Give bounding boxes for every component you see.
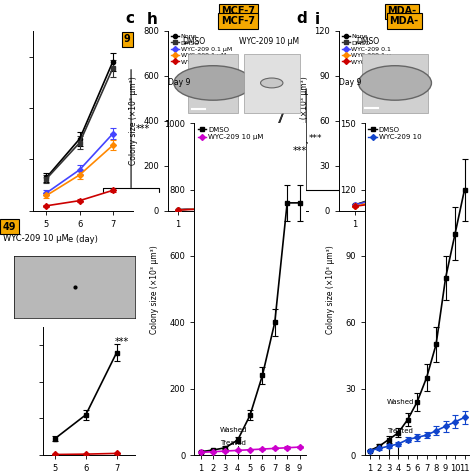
Y-axis label: Colony size (×10³ μm³): Colony size (×10³ μm³) [150, 245, 159, 334]
Y-axis label: Colony size (×10³ μm³): Colony size (×10³ μm³) [300, 76, 309, 165]
Text: Treated: Treated [220, 440, 246, 446]
Y-axis label: Colony size (×10³ μm³): Colony size (×10³ μm³) [326, 245, 335, 334]
Text: |: | [388, 446, 391, 455]
Text: WYC-209 10 μM: WYC-209 10 μM [239, 37, 299, 46]
Text: |: | [237, 447, 240, 456]
Text: Washed: Washed [220, 427, 247, 433]
Text: WYC-209 10 μM: WYC-209 10 μM [3, 235, 69, 243]
Circle shape [174, 66, 252, 100]
Text: Treated: Treated [218, 190, 246, 199]
Text: Treated: Treated [419, 176, 447, 185]
Text: ***: *** [136, 124, 150, 134]
Text: ***: *** [115, 337, 129, 347]
Text: ***: *** [292, 146, 307, 156]
Text: Day 9: Day 9 [168, 79, 191, 87]
Text: Day 9: Day 9 [339, 79, 361, 87]
Text: MDA-: MDA- [390, 16, 419, 27]
Legend: None, DMSO, WYC-209 0.1 μM, WYC-209 1 μM, WYC-209 10 μM: None, DMSO, WYC-209 0.1 μM, WYC-209 1 μM… [172, 34, 232, 64]
Y-axis label: Colony size (×10³ μm³): Colony size (×10³ μm³) [129, 76, 138, 165]
Text: c: c [126, 11, 135, 26]
X-axis label: e (day): e (day) [68, 235, 98, 244]
Circle shape [358, 66, 431, 100]
Text: MDA-: MDA- [387, 7, 416, 17]
Text: Washed: Washed [387, 399, 414, 405]
Text: i: i [315, 12, 320, 27]
X-axis label: Culture time (day): Culture time (day) [200, 235, 277, 244]
Text: |: | [397, 446, 400, 455]
Text: Treated: Treated [387, 428, 413, 434]
Text: ***: *** [309, 135, 323, 143]
Text: h: h [147, 12, 158, 27]
X-axis label: Culture t: Culture t [383, 235, 420, 244]
Text: DMSO: DMSO [356, 37, 379, 46]
Circle shape [261, 78, 283, 88]
Legend: DMSO, WYC-209 10 μM: DMSO, WYC-209 10 μM [198, 127, 264, 140]
Text: 49: 49 [3, 222, 16, 232]
Legend: None, DMSO, WYC-209 0.1, WYC-209 1 μ, WYC-209 10: None, DMSO, WYC-209 0.1, WYC-209 1 μ, WY… [342, 34, 392, 64]
Text: DMSO: DMSO [182, 37, 205, 46]
Legend: DMSO, WYC-209 10: DMSO, WYC-209 10 [368, 127, 421, 140]
Text: 9: 9 [124, 35, 131, 45]
Text: MCF-7: MCF-7 [221, 7, 255, 17]
Text: d: d [296, 11, 307, 26]
Text: MCF-7: MCF-7 [221, 16, 255, 27]
Text: |: | [225, 447, 228, 456]
